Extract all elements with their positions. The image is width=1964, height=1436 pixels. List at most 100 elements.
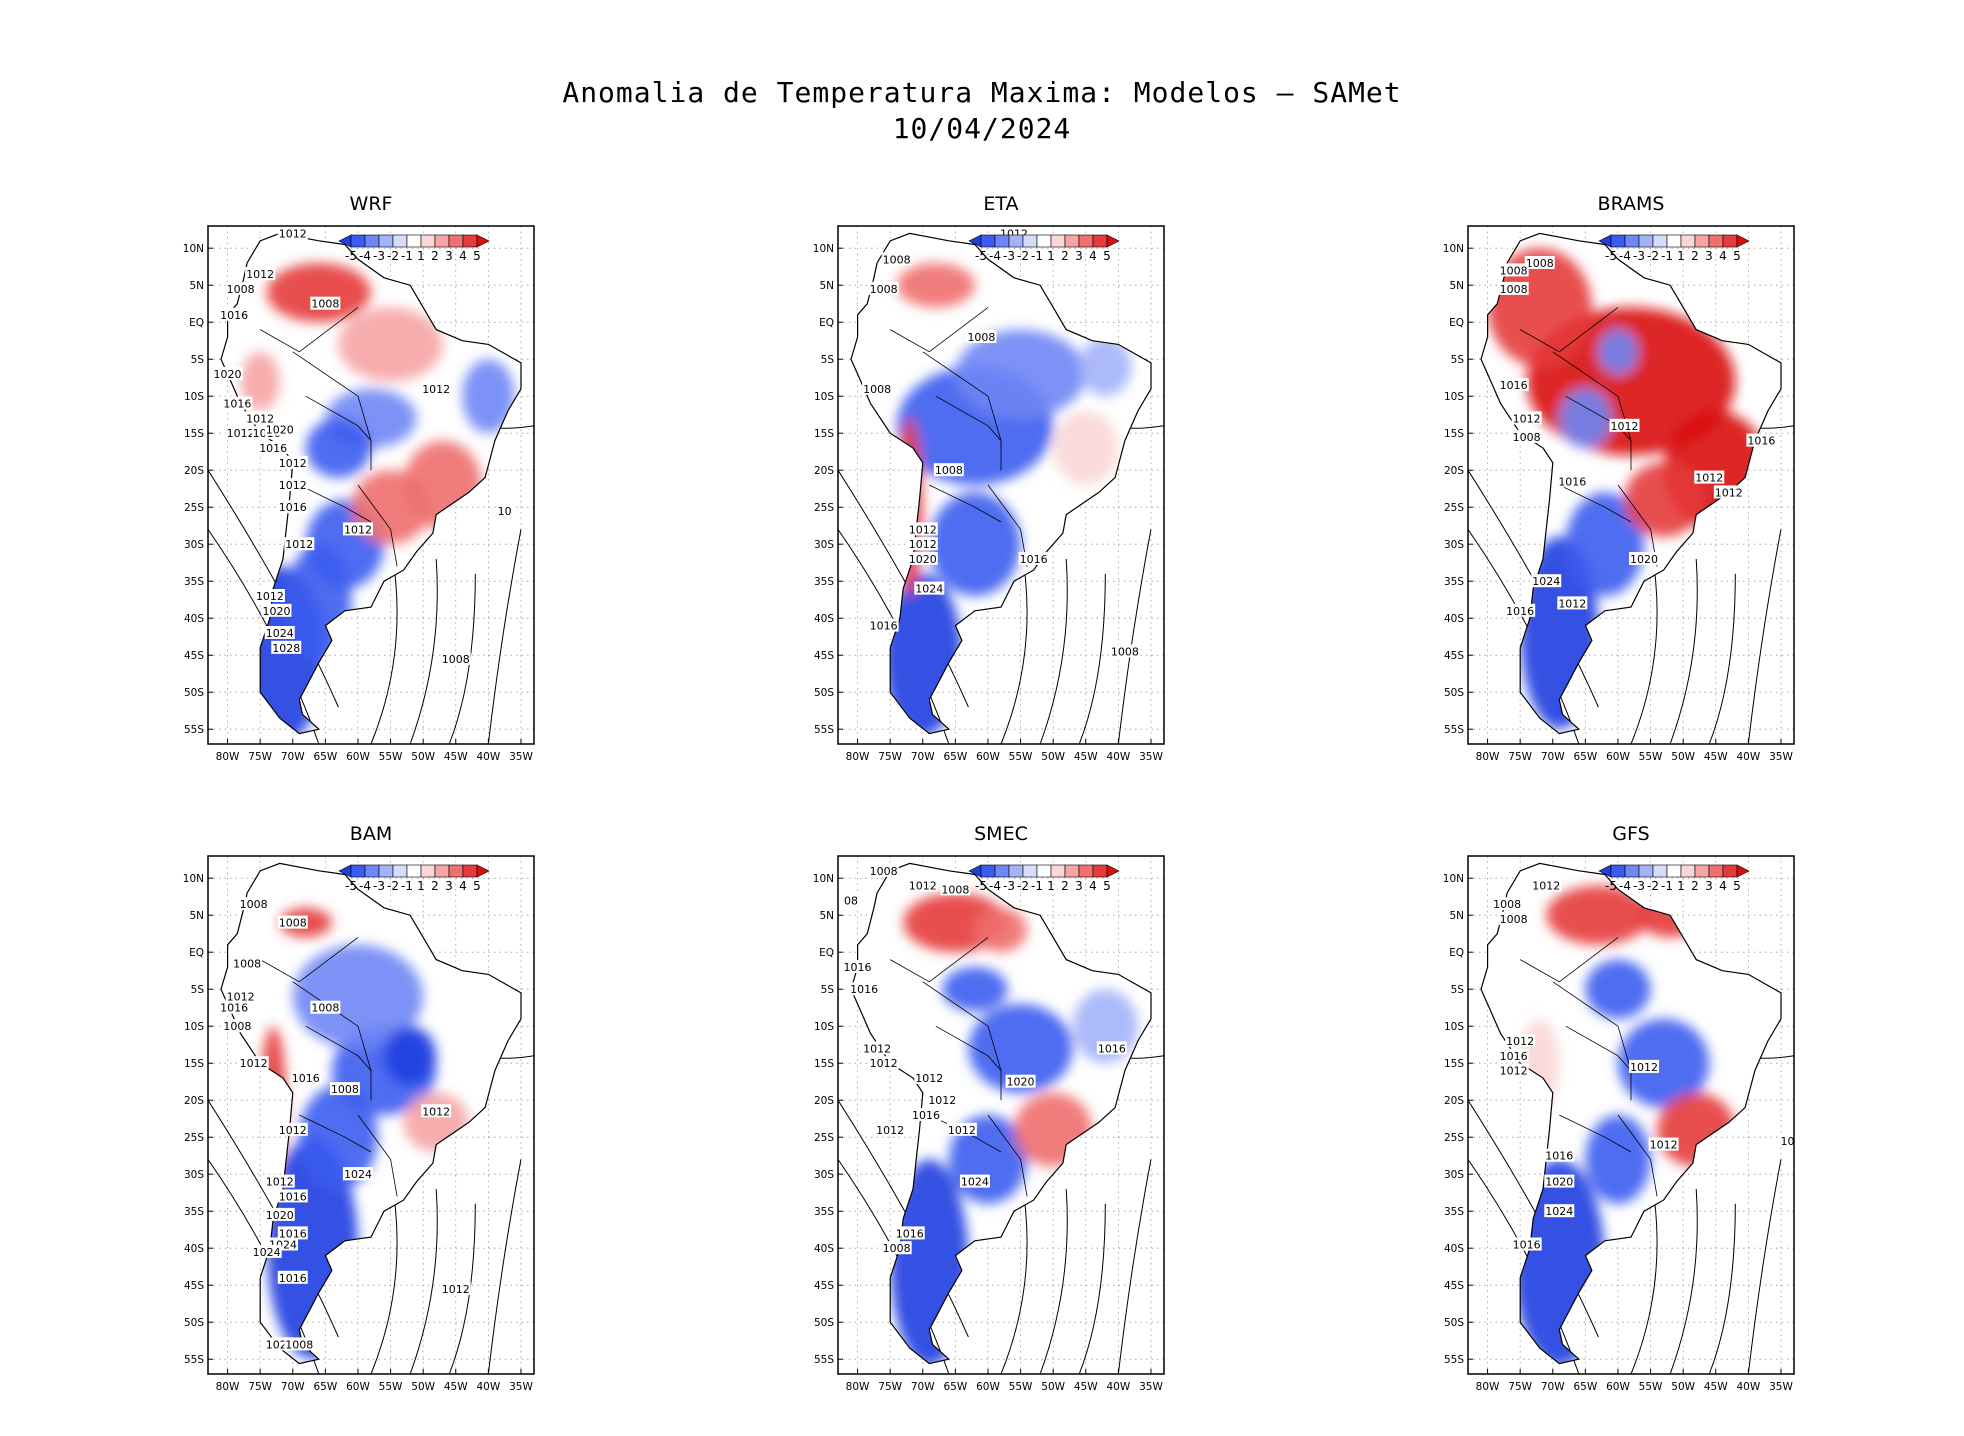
panel-brams: BRAMS 1008 1008 1008 1016 1012 1008 1012 1016 101… [1430,190,1900,763]
colorbar-tick-label: 1 [417,879,425,893]
lon-tick-label: 35W [1139,751,1163,763]
lon-tick-label: 70W [1541,751,1565,763]
lon-tick-label: 50W [411,751,435,763]
isobar-label: 1016 [223,398,251,411]
isobar-label: 1016 [279,501,307,514]
isobar-label: 1008 [1493,898,1521,911]
lat-tick-label: 15S [1444,1058,1464,1070]
isobar-label-bg [1557,596,1588,610]
lon-tick-label: 75W [248,751,272,763]
isobar-label-bg [1505,1034,1536,1047]
lat-tick-label: 10S [184,1021,204,1033]
isobar-label-bg [881,1241,912,1255]
isobar-label: 1012 [246,268,274,281]
colorbar-tick-label: 5 [473,249,481,263]
isobar-label: 1008 [1500,283,1528,296]
lat-tick-label: 20S [814,465,834,477]
isobar-label: 1012 [1532,880,1560,893]
anomaly-area [266,263,371,323]
isobar-label: 1012 [422,1105,450,1118]
lat-tick-label: 35S [184,576,204,588]
isobar-label: 1012 [1630,1061,1658,1074]
isobar-label: 1008 [240,898,268,911]
isobar-label-bg [421,381,452,395]
isobar-label: 1024 [1532,575,1560,588]
colorbar-tick-label: 3 [1075,879,1083,893]
isobar-label: 1016 [279,1190,307,1203]
isobar-label-bg [277,1122,308,1136]
isobar-label: 1008 [285,1338,313,1351]
colorbar-tick-label: 2 [1691,249,1699,263]
colorbar-tick-label: 4 [1719,249,1727,263]
colorbar-tick-label: 1 [1677,249,1685,263]
lat-tick-label: 55S [814,1354,834,1366]
isobar-label: 1008 [223,1020,251,1033]
colorbar-tick-label: 1 [1047,249,1055,263]
isobar-label-bg [1498,281,1529,295]
isobar-label: 1020 [909,553,937,566]
isobar-label: 1012 [870,1057,898,1070]
isobar-label-bg [914,1071,945,1084]
lon-tick-label: 80W [1476,751,1500,763]
isobar-label-bg [225,281,256,295]
lat-tick-label: 40S [814,613,834,625]
isobar-label-bg [290,1071,321,1084]
lon-tick-label: 75W [878,1381,902,1393]
lat-tick-label: 10S [184,391,204,403]
lat-tick-label: 5S [1451,984,1465,996]
isobar-label-bg [1629,552,1660,565]
isobar-label: 1012 [909,880,937,893]
isobar-label: 1020 [1630,553,1658,566]
colorbar-tick-label: -3 [1633,249,1645,263]
anomaly-area [240,351,280,411]
anomaly-area [1559,388,1612,448]
isobar-label: 1008 [883,253,911,266]
isobar-label-bg [264,422,295,436]
lat-tick-label: 35S [814,576,834,588]
isobar-label-bg [225,989,256,1003]
lat-tick-label: 25S [1444,1132,1464,1144]
isobar-label: 1012 [928,1094,956,1107]
lat-tick-label: 15S [184,428,204,440]
anomaly-area [1513,1159,1605,1364]
isobar-label-bg [1648,1137,1679,1151]
anomaly-area [883,573,962,734]
lat-tick-label: 55S [184,1354,204,1366]
isobar-label: 1016 [1020,553,1048,566]
lat-tick-label: 40S [184,613,204,625]
anomaly-area [1014,1092,1093,1167]
isobar-label-bg [881,252,912,266]
isobar-label: 1012 [227,427,255,440]
lat-tick-label: 5N [189,910,204,922]
lon-tick-label: 55W [379,751,403,763]
isobar-label-bg [849,982,880,996]
isobar-label: 1008 [311,298,339,311]
lon-tick-label: 45W [1074,1381,1098,1393]
isobar-label: 1016 [912,1109,940,1122]
lon-tick-label: 50W [1671,751,1695,763]
isobar-label: 1016 [1500,1050,1528,1063]
colorbar-tick-label: 5 [1103,879,1111,893]
isobar-label: 10 [498,505,512,518]
lon-tick-label: 65W [943,1381,967,1393]
lat-tick-label: 5N [1449,910,1464,922]
isobar-label-bg [238,897,269,911]
lon-tick-label: 75W [248,1381,272,1393]
isobar-label-bg [342,1167,373,1181]
lon-tick-label: 70W [911,751,935,763]
lat-tick-label: 30S [814,1169,834,1181]
isobar-label-bg [1498,1048,1529,1062]
isobar-label-bg [342,522,373,536]
anomaly-area [1487,248,1592,367]
isobar-label: 1012 [1513,412,1541,425]
colorbar-tick-label: 3 [1705,249,1713,263]
isobar-label: 1012 [863,1042,891,1055]
isobar-label: 1012 [948,1124,976,1137]
lat-tick-label: 5N [819,910,834,922]
anomaly-area [305,418,371,478]
lat-tick-label: 45S [814,650,834,662]
anomaly-area [942,967,1008,1012]
isobar-label-bg [1544,1148,1575,1162]
lat-tick-label: 50S [1444,1317,1464,1329]
